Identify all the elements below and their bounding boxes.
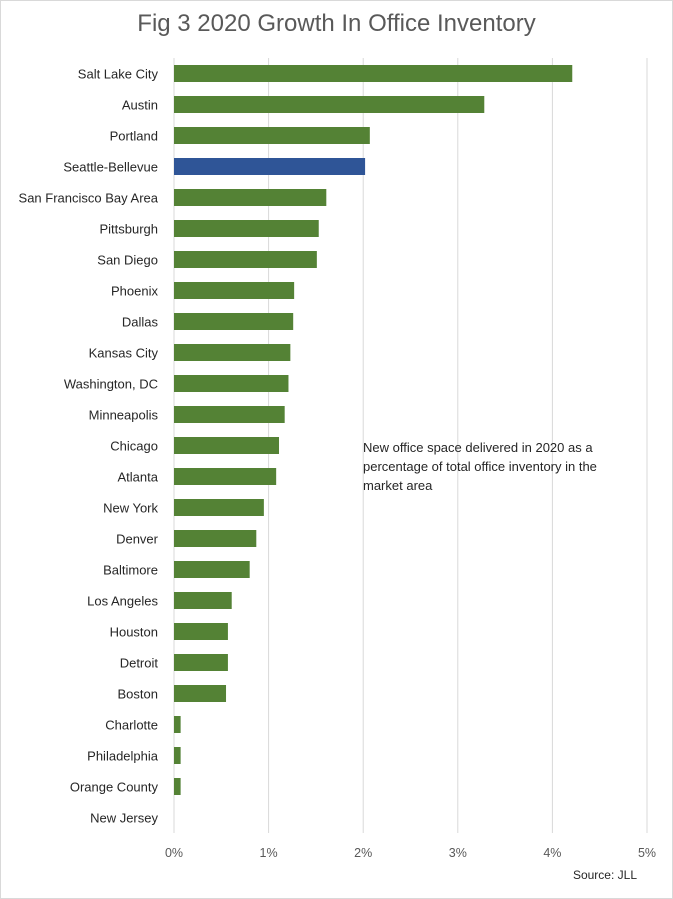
category-label: Minneapolis: [89, 408, 159, 423]
category-label: Phoenix: [111, 284, 158, 299]
x-tick-label: 2%: [354, 846, 372, 860]
bar: [174, 96, 485, 113]
category-label: San Francisco Bay Area: [19, 191, 159, 206]
category-label: San Diego: [97, 253, 158, 268]
bar: [174, 778, 181, 795]
bar: [174, 530, 257, 547]
bar: [174, 654, 228, 671]
category-label: Dallas: [122, 315, 159, 330]
x-tick-label: 1%: [260, 846, 278, 860]
bar: [174, 127, 370, 144]
category-label: Los Angeles: [87, 594, 158, 609]
category-label: Atlanta: [118, 470, 159, 485]
bar: [174, 561, 250, 578]
category-label: Washington, DC: [64, 377, 158, 392]
category-label: Seattle-Bellevue: [63, 160, 158, 175]
bar: [174, 375, 289, 392]
category-label: Kansas City: [89, 346, 159, 361]
category-label: Detroit: [120, 656, 159, 671]
x-tick-label: 5%: [638, 846, 656, 860]
category-label: Pittsburgh: [99, 222, 158, 237]
bar: [174, 65, 573, 82]
chart-annotation: New office space delivered in 2020 as a …: [363, 440, 597, 493]
category-label: Orange County: [70, 780, 159, 795]
category-label: Austin: [122, 98, 158, 113]
category-label: Charlotte: [105, 718, 158, 733]
bar: [174, 623, 228, 640]
bar: [174, 747, 181, 764]
category-label: Philadelphia: [87, 749, 159, 764]
bar: [174, 251, 317, 268]
category-label: Chicago: [110, 439, 158, 454]
category-label: New Jersey: [90, 811, 158, 826]
category-label: Denver: [116, 532, 159, 547]
bar: [174, 406, 285, 423]
category-label: Houston: [110, 625, 158, 640]
bar: [174, 344, 291, 361]
category-label: New York: [103, 501, 158, 516]
bar: [174, 468, 277, 485]
bar: [174, 592, 232, 609]
bar: [174, 282, 295, 299]
x-tick-label: 3%: [449, 846, 467, 860]
x-tick-label: 4%: [543, 846, 561, 860]
bar: [174, 220, 319, 237]
bar: [174, 685, 227, 702]
bar: [174, 437, 280, 454]
bar: [174, 158, 366, 175]
bar: [174, 499, 264, 516]
chart-title: Fig 3 2020 Growth In Office Inventory: [137, 10, 536, 37]
bar: [174, 716, 181, 733]
source-note: Source: JLL: [572, 868, 637, 882]
category-label: Baltimore: [103, 563, 158, 578]
category-label: Portland: [110, 129, 158, 144]
bar: [174, 313, 294, 330]
category-label: Boston: [118, 687, 158, 702]
x-tick-label: 0%: [165, 846, 183, 860]
bar: [174, 189, 327, 206]
category-label: Salt Lake City: [78, 67, 159, 82]
